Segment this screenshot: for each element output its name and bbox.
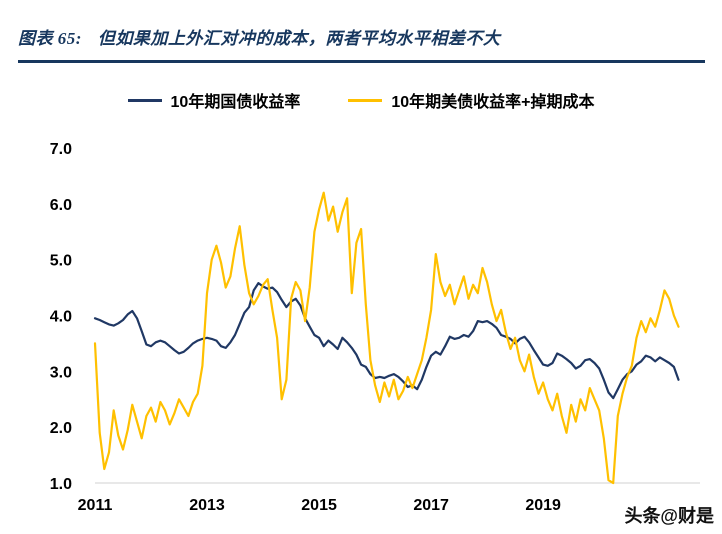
y-axis-tick-label: 4.0 [50, 309, 72, 326]
legend-item-us-bond: 10年期美债收益率+掉期成本 [348, 88, 594, 112]
x-axis-tick-label: 2011 [78, 497, 113, 514]
chart-legend: 10年期国债收益率 10年期美债收益率+掉期成本 [0, 88, 722, 112]
yield-line-chart: 7.0 6.0 5.0 4.0 3.0 2.0 1.0 2011 2013 2015 2017 201… [50, 141, 700, 514]
legend-item-cn-bond: 10年期国债收益率 [127, 88, 301, 112]
chart-number-label: 图表 65: [18, 29, 82, 48]
title-divider-rule [18, 60, 705, 63]
series-line-0 [93, 282, 680, 400]
y-axis-tick-label: 6.0 [50, 197, 72, 214]
chart-title-text: 但如果加上外汇对冲的成本，两者平均水平相差不大 [97, 29, 501, 48]
legend-line-swatch-navy [127, 98, 162, 102]
x-axis-tick-label: 2019 [525, 497, 561, 514]
chart-title: 图表 65: 但如果加上外汇对冲的成本，两者平均水平相差不大 [18, 24, 708, 49]
series-line-1 [93, 191, 680, 485]
y-axis-tick-label: 5.0 [50, 253, 72, 270]
y-axis-tick-label: 3.0 [50, 364, 72, 381]
watermark-text: 头条@财是 [624, 506, 714, 526]
x-axis-tick-label: 2013 [189, 497, 225, 514]
legend-label-cn-bond: 10年期国债收益率 [170, 94, 301, 111]
x-axis-tick-label: 2015 [301, 497, 337, 514]
legend-line-swatch-yellow [348, 98, 383, 102]
y-axis-tick-label: 1.0 [50, 476, 72, 493]
y-axis-tick-label: 2.0 [50, 420, 72, 437]
legend-label-us-bond: 10年期美债收益率+掉期成本 [391, 94, 595, 111]
y-axis-tick-label: 7.0 [50, 141, 72, 158]
x-axis-tick-label: 2017 [413, 497, 449, 514]
